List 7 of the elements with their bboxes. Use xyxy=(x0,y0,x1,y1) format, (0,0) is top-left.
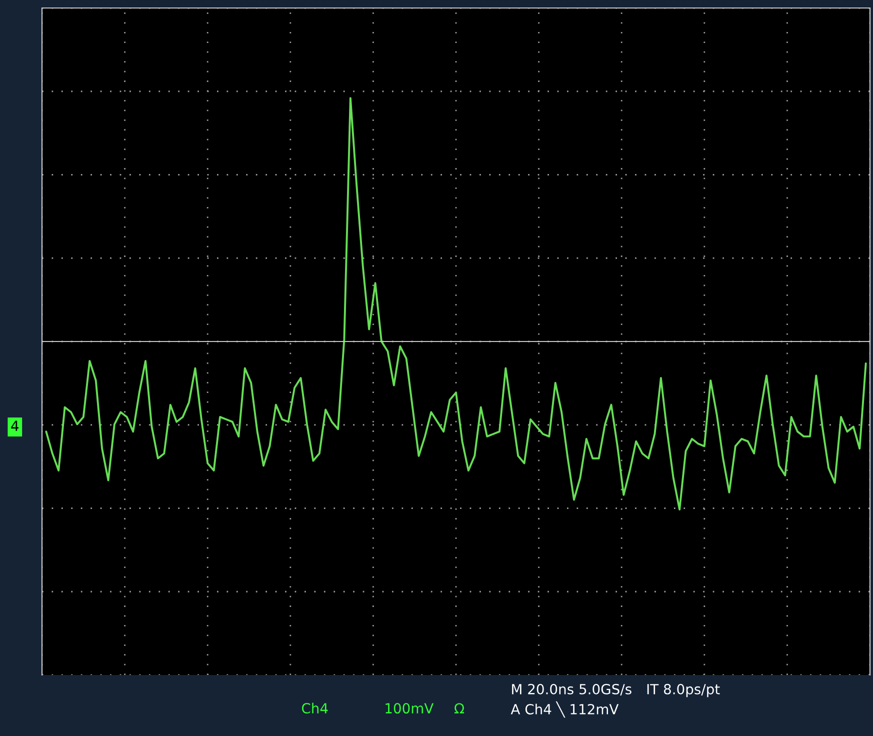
text: IT 8.0ps/pt xyxy=(647,684,720,698)
text: Ω xyxy=(454,703,464,714)
text: 4 xyxy=(11,420,19,431)
text: M 20.0ns 5.0GS/s xyxy=(512,684,632,696)
text: Ch4 xyxy=(302,702,328,714)
text: A Ch4 ╲ 112mV xyxy=(510,701,619,718)
text: 100mV xyxy=(386,703,434,714)
